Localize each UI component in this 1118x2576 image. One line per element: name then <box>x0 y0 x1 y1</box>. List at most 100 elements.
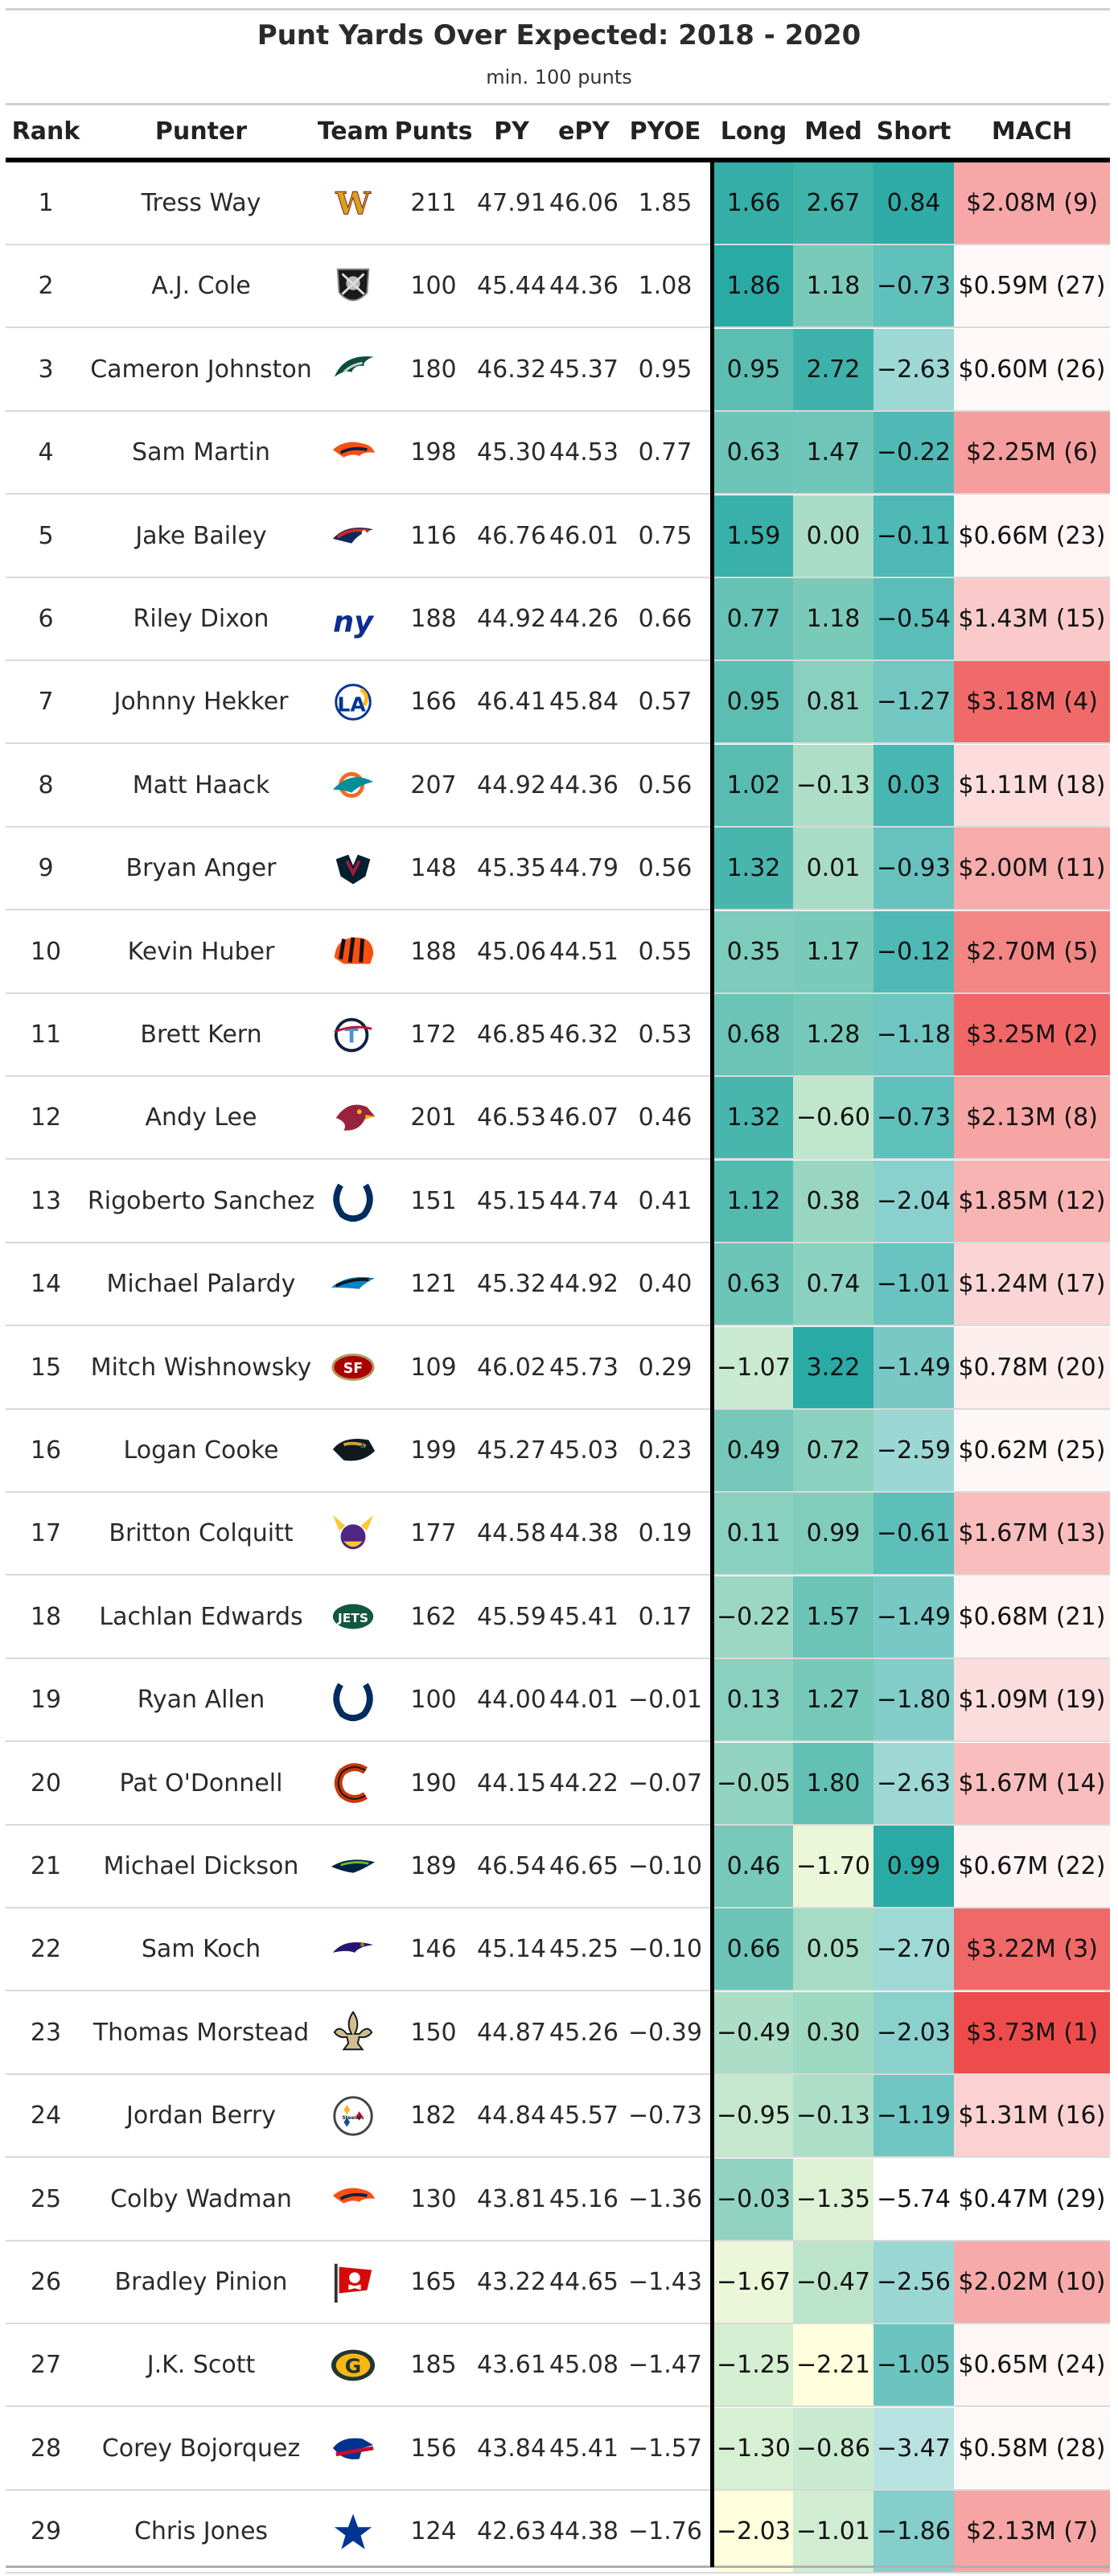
cell-pyoe: 0.19 <box>638 1519 693 1548</box>
svg-text:G: G <box>345 2355 362 2378</box>
cell-short: 0.84 <box>873 162 954 244</box>
team-logo-cell <box>314 1908 392 1990</box>
cell-long: 1.66 <box>714 162 793 244</box>
header-bottom-rule <box>6 158 1110 162</box>
cell-pyoe: 0.55 <box>638 937 693 966</box>
cell-mach: $0.67M (22) <box>954 1826 1110 1907</box>
cell-mach: $2.25M (6) <box>954 412 1110 494</box>
cell-py: 45.14 <box>477 1935 546 1964</box>
cell-pyoe: 0.40 <box>638 1270 693 1299</box>
cell-punts: 166 <box>410 688 457 717</box>
cell-long: 0.77 <box>714 578 793 659</box>
eagles-head-logo <box>327 345 379 393</box>
row-separator <box>6 659 1110 661</box>
cell-rank: 2 <box>38 272 54 301</box>
jaguars-head-logo <box>327 1427 379 1475</box>
cell-punter: Michael Dickson <box>103 1852 299 1880</box>
cell-py: 45.30 <box>477 438 546 467</box>
cell-punter: A.J. Cole <box>151 272 251 301</box>
table-row: 13 Rigoberto Sanchez 151 45.15 44.74 0.41 1.12… <box>0 1160 1118 1243</box>
cell-mach: $0.59M (27) <box>954 245 1110 327</box>
cell-short: −1.80 <box>873 1659 954 1741</box>
cell-punts: 165 <box>410 2268 457 2296</box>
row-separator <box>6 1491 1110 1493</box>
cell-epy: 46.01 <box>549 521 619 550</box>
cell-punts: 151 <box>410 1186 457 1215</box>
cell-pyoe: 0.46 <box>638 1103 693 1132</box>
cowboys-star-logo <box>327 2508 379 2556</box>
col-header-team: Team <box>317 117 389 146</box>
cell-long: 0.35 <box>714 910 793 992</box>
cell-epy: 45.08 <box>549 2351 619 2380</box>
row-separator <box>6 1158 1110 1161</box>
cell-py: 44.58 <box>477 1519 546 1548</box>
cell-epy: 44.79 <box>549 854 619 883</box>
cell-long: 1.02 <box>714 744 793 826</box>
team-logo-cell <box>314 2408 392 2489</box>
cell-punts: 130 <box>410 2184 457 2213</box>
table-row: 11 Brett Kern T 172 46.85 46.32 0.53 0.68 1.28 −1… <box>0 994 1118 1077</box>
cell-epy: 44.38 <box>549 2517 619 2546</box>
col-header-mach: MACH <box>991 117 1073 146</box>
cell-py: 45.32 <box>477 1270 546 1299</box>
cell-short: −5.74 <box>873 2158 954 2240</box>
cell-short: −1.05 <box>873 2324 954 2406</box>
table-row: 25 Colby Wadman 130 43.81 45.16 −1.36 −0.03 −1.… <box>0 2158 1118 2241</box>
cell-punter: Johnny Hekker <box>113 688 289 717</box>
cell-short: −2.56 <box>873 2241 954 2323</box>
cell-pyoe: −0.10 <box>628 1935 702 1964</box>
cell-rank: 7 <box>38 688 54 717</box>
cell-pyoe: 0.57 <box>638 688 693 717</box>
table-row: 5 Jake Bailey 116 46.76 46.01 0.75 1.59 0.00 −0.… <box>0 495 1118 578</box>
cell-mach: $3.18M (4) <box>954 661 1110 743</box>
col-header-punts: Punts <box>394 117 473 146</box>
cell-med: 2.72 <box>793 328 873 410</box>
team-logo-cell: W <box>314 162 392 244</box>
table-row: 16 Logan Cooke 199 45.27 45.03 0.23 0.49 0.72 −2… <box>0 1410 1118 1493</box>
cell-py: 43.22 <box>477 2268 546 2296</box>
cell-rank: 4 <box>38 438 54 467</box>
cell-mach: $0.47M (29) <box>954 2158 1110 2240</box>
team-logo-cell: T <box>314 994 392 1075</box>
cell-rank: 22 <box>30 1935 62 1964</box>
cell-punter: Sam Koch <box>141 1935 261 1964</box>
cell-med: 1.28 <box>793 994 873 1075</box>
cell-py: 43.81 <box>477 2184 546 2213</box>
cell-punts: 124 <box>410 2517 457 2546</box>
cell-rank: 23 <box>30 2018 62 2047</box>
giants-ny-logo: ny <box>327 595 379 643</box>
cell-punter: Andy Lee <box>145 1103 257 1132</box>
row-separator <box>6 244 1110 245</box>
cell-punts: 109 <box>410 1353 457 1382</box>
cell-pyoe: 0.75 <box>638 521 693 550</box>
cell-short: −1.27 <box>873 661 954 743</box>
cell-long: 0.63 <box>714 1243 793 1325</box>
team-logo-cell: SF <box>314 1327 392 1408</box>
cell-mach: $2.13M (7) <box>954 2491 1110 2573</box>
row-separator <box>6 576 1110 578</box>
team-logo-cell: G <box>314 2324 392 2405</box>
cell-pyoe: 0.77 <box>638 438 693 467</box>
table-row: 27 J.K. Scott G 185 43.61 45.08 −1.47 −1.25 −2.2… <box>0 2324 1118 2408</box>
table-row: 24 Jordan Berry Steelers 182 44.84 45.57 −0.73… <box>0 2075 1118 2159</box>
cell-med: 2.67 <box>793 162 873 244</box>
cell-short: −0.61 <box>873 1493 954 1575</box>
cell-punts: 100 <box>410 1686 457 1715</box>
cell-long: −1.25 <box>714 2324 793 2406</box>
svg-text:SF: SF <box>343 1361 363 1377</box>
cell-punter: Riley Dixon <box>133 605 269 633</box>
svg-text:ny: ny <box>333 604 375 639</box>
cell-punts: 156 <box>410 2434 457 2463</box>
cell-punter: Thomas Morstead <box>92 2018 310 2047</box>
team-logo-cell <box>314 495 392 577</box>
row-separator <box>6 909 1110 911</box>
cell-epy: 45.73 <box>549 1353 619 1382</box>
cell-long: −0.95 <box>714 2075 793 2157</box>
cell-epy: 44.36 <box>549 770 619 799</box>
cell-epy: 44.36 <box>549 272 619 301</box>
cell-long: −1.07 <box>714 1326 793 1408</box>
cell-py: 45.44 <box>477 272 546 301</box>
team-logo-cell <box>314 1826 392 1907</box>
cell-short: −2.70 <box>873 1908 954 1991</box>
row-separator <box>6 2156 1110 2159</box>
